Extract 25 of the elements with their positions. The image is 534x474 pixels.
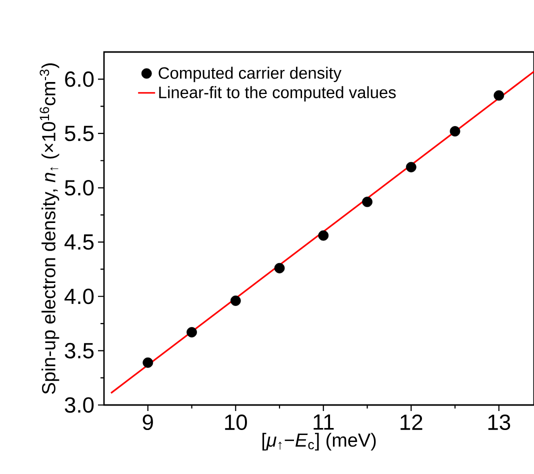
y-tick-label: 4.5 (64, 234, 94, 250)
x-tick-label: 13 (488, 414, 510, 430)
point (406, 162, 416, 172)
legend-label: Linear-fit to the computed values (159, 86, 396, 102)
y-tick-label: 3.5 (64, 342, 94, 358)
point (186, 327, 197, 338)
y-tick-label: 5.0 (64, 180, 94, 196)
point (274, 262, 285, 274)
point (494, 90, 504, 101)
y-tick-label: 6.0 (65, 71, 94, 87)
x-tick-label: 9 (142, 414, 153, 430)
point (142, 357, 154, 368)
x-tick-label: 11 (314, 414, 334, 430)
legend-label: Computed carrier density (158, 66, 342, 82)
y-tick-label: 3.0 (64, 397, 94, 413)
point (450, 126, 460, 136)
point (230, 296, 241, 306)
point (362, 196, 372, 208)
y-tick-label: 4.0 (64, 288, 94, 304)
point (318, 230, 329, 241)
x-tick-label: 10 (225, 414, 247, 430)
x-axis-title: [μ$_{↑}$−E$_{c}$] (meV) (262, 432, 376, 451)
y-tick-label: 5.5 (64, 126, 94, 142)
x-tick-label: 12 (400, 414, 422, 430)
y-axis-title: Spin-up electron density, n$_{↑}$ (×10$^{16}$cm$^{-3}$) (40, 63, 60, 394)
